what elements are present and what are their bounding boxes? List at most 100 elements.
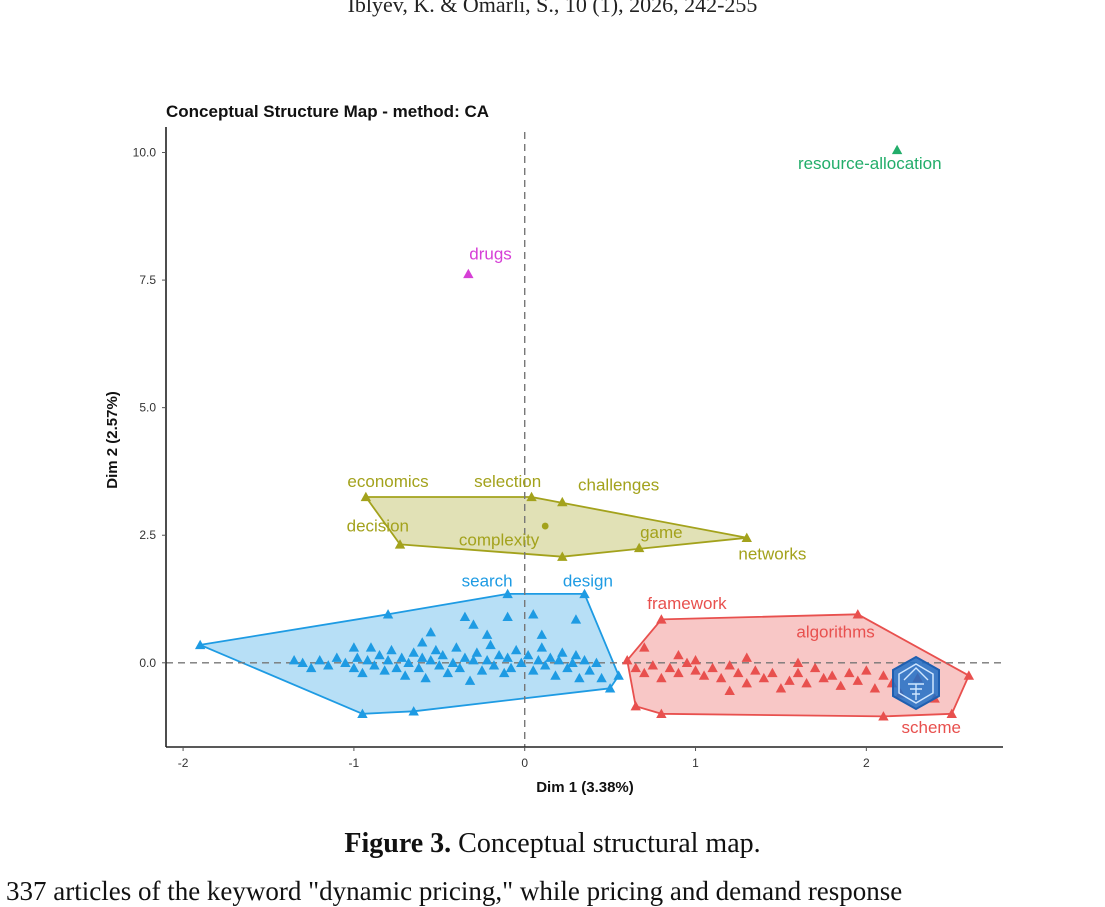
data-point — [673, 649, 684, 660]
data-point — [417, 637, 428, 647]
data-point — [348, 662, 360, 673]
data-point — [562, 662, 573, 673]
data-point — [362, 655, 373, 665]
data-point — [522, 649, 534, 660]
data-point — [526, 491, 537, 502]
data-point — [707, 662, 718, 673]
term-label: framework — [647, 594, 727, 613]
data-point — [464, 675, 476, 685]
data-point — [481, 629, 493, 639]
caption-label: Figure 3. — [344, 828, 452, 859]
axes: -2 -1 0 1 2 0.0 2.5 5.0 7.5 10.0 — [133, 127, 1003, 770]
data-point — [604, 683, 616, 693]
data-point — [690, 665, 701, 675]
data-point — [528, 665, 539, 675]
data-point — [459, 652, 471, 662]
term-label: drugs — [469, 245, 512, 264]
data-point — [488, 660, 500, 670]
data-point — [454, 662, 466, 673]
y-tick-label: 10.0 — [133, 146, 157, 160]
data-point — [425, 626, 436, 637]
data-point — [570, 649, 582, 660]
data-point — [622, 655, 633, 665]
watermark-logo — [892, 655, 940, 711]
data-point — [852, 609, 864, 619]
data-point — [715, 672, 727, 683]
data-point — [741, 652, 752, 662]
running-header: Iblyev, K. & Omarli, S., 10 (1), 2026, 2… — [347, 0, 758, 17]
y-axis-label: Dim 2 (2.57%) — [104, 391, 121, 489]
data-point — [471, 647, 483, 657]
x-tick-label: -2 — [178, 756, 189, 770]
data-point — [613, 670, 624, 680]
data-point — [681, 657, 693, 667]
data-point — [352, 652, 363, 662]
data-point — [459, 611, 471, 622]
data-point — [673, 667, 684, 678]
data-point — [656, 672, 667, 683]
data-point — [826, 670, 838, 680]
x-tick-label: 2 — [863, 756, 870, 770]
data-point — [844, 667, 855, 678]
data-point — [476, 665, 488, 675]
data-point — [758, 672, 770, 683]
data-point — [399, 670, 411, 680]
data-point — [878, 711, 889, 721]
figure-caption: Figure 3. Conceptual structural map. — [0, 828, 1105, 860]
data-point — [792, 667, 804, 678]
x-tick-label: -1 — [349, 756, 360, 770]
data-point — [741, 532, 752, 542]
data-point — [852, 675, 864, 685]
data-point — [413, 662, 425, 673]
data-point — [574, 672, 585, 683]
data-point — [485, 639, 496, 650]
data-point — [502, 652, 513, 662]
data-point — [809, 662, 821, 673]
data-point — [835, 680, 846, 690]
data-point — [891, 144, 903, 155]
data-point — [656, 614, 667, 624]
data-point — [570, 614, 582, 624]
data-point — [442, 667, 454, 678]
data-point — [533, 655, 544, 665]
data-point — [567, 657, 578, 667]
data-point — [963, 670, 975, 680]
data-point — [784, 675, 795, 685]
data-point — [630, 662, 641, 673]
data-point — [348, 642, 360, 652]
data-point — [323, 660, 334, 670]
data-point — [437, 649, 448, 660]
data-point — [502, 611, 513, 622]
data-point — [724, 685, 735, 696]
term-label: search — [462, 571, 513, 590]
data-point — [536, 642, 547, 652]
data-point — [340, 657, 351, 667]
data-point — [647, 660, 659, 670]
data-point — [536, 629, 547, 639]
data-point — [698, 670, 710, 680]
data-point — [664, 662, 676, 673]
data-point — [502, 588, 513, 599]
cluster-hull — [364, 496, 748, 558]
data-point — [510, 644, 522, 655]
data-point — [374, 649, 385, 660]
data-point — [369, 660, 380, 670]
data-point — [557, 496, 568, 507]
data-point — [394, 539, 406, 549]
data-point — [775, 683, 787, 693]
data-point — [417, 652, 428, 662]
data-point — [750, 665, 761, 675]
data-point — [591, 657, 602, 667]
data-point — [451, 642, 462, 652]
data-point — [656, 708, 667, 718]
y-tick-label: 0.0 — [139, 656, 156, 670]
term-label: design — [563, 571, 613, 590]
term-label: complexity — [459, 530, 540, 549]
data-point — [630, 700, 641, 711]
data-point — [553, 655, 565, 665]
data-point — [430, 644, 442, 655]
data-point — [639, 667, 650, 678]
data-point — [545, 652, 556, 662]
data-point — [878, 670, 889, 680]
data-point — [434, 660, 445, 670]
